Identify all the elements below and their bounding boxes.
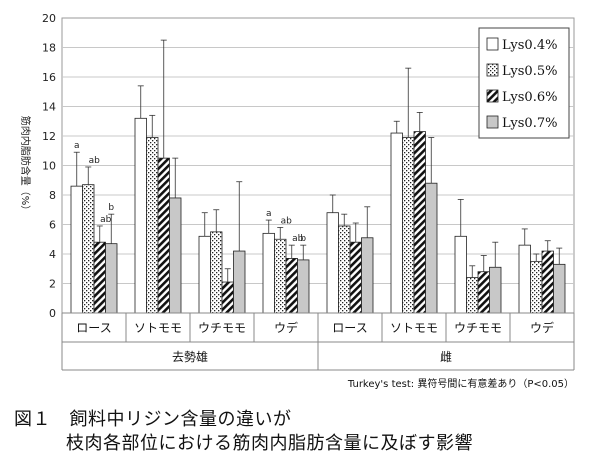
- y-tick-label: 4: [49, 248, 56, 261]
- legend-swatch: [486, 63, 499, 77]
- group-label: 雌: [440, 349, 452, 364]
- significance-label: ab: [100, 215, 112, 225]
- bar: [361, 237, 374, 314]
- bar: [70, 185, 83, 314]
- axes: 0 2 4 6 8 10 12 14 16 18 20 筋肉内脂肪含量（%） ロース ソトモモ ウチモモ ウデ…: [19, 12, 575, 371]
- bar: [221, 281, 234, 314]
- bar: [489, 266, 502, 314]
- y-tick-label: 8: [49, 189, 56, 202]
- bar: [210, 231, 223, 314]
- bar: [157, 157, 170, 314]
- bar: [425, 182, 438, 314]
- significance-label: ab: [292, 234, 304, 244]
- bar: [297, 259, 310, 314]
- legend-entry: Lys0.5%: [502, 64, 557, 79]
- bar: [349, 241, 362, 314]
- legend-swatch: [486, 115, 499, 129]
- bar: [105, 243, 118, 314]
- category-label: ウチモモ: [198, 321, 246, 335]
- bar: [553, 263, 566, 314]
- bar: [134, 117, 147, 314]
- significance-label: a: [74, 141, 80, 151]
- legend-swatch: [486, 89, 499, 103]
- caption-line-2: 枝肉各部位における筋肉内脂肪含量に及ぼす影響: [66, 433, 473, 454]
- y-tick-label: 18: [42, 42, 56, 55]
- category-label: ウチモモ: [454, 321, 502, 335]
- y-tick-label: 6: [49, 219, 56, 232]
- significance-note: Turkey's test: 異符号間に有意差あり（P<0.05）: [347, 379, 574, 390]
- category-label: ウデ: [530, 320, 554, 335]
- bar: [338, 225, 351, 314]
- significance-label: b: [300, 234, 306, 244]
- group-label: 去勢雄: [172, 349, 208, 364]
- bar: [541, 250, 554, 314]
- y-tick-label: 20: [42, 12, 56, 25]
- bar: [233, 250, 246, 314]
- legend-entry: Lys0.7%: [502, 116, 557, 131]
- significance-label: ab: [89, 156, 101, 166]
- y-tick-label: 12: [42, 130, 56, 143]
- bar: [477, 271, 490, 314]
- y-tick-label: 2: [49, 278, 56, 291]
- y-axis-label: 筋肉内脂肪含量（%）: [19, 116, 32, 216]
- legend-entry: Lys0.6%: [502, 90, 557, 105]
- category-label: ロース: [332, 321, 367, 335]
- category-label: ソトモモ: [390, 321, 438, 335]
- bar: [402, 137, 415, 314]
- figure-caption: 図１ 飼料中リジン含量の違いが 枝肉各部位における筋肉内脂肪含量に及ぼす影響: [14, 408, 473, 456]
- bar: [82, 184, 95, 314]
- y-tick-label: 16: [42, 71, 56, 84]
- significance-label: a: [266, 209, 272, 219]
- bar: [169, 197, 182, 314]
- legend: Lys0.4% Lys0.5% Lys0.6% Lys0.7%: [478, 27, 570, 139]
- bar: [530, 260, 543, 314]
- bar: [274, 238, 287, 314]
- category-label: ソトモモ: [134, 321, 182, 335]
- bar: [146, 137, 159, 314]
- bar: [326, 212, 339, 314]
- category-label: ロース: [76, 321, 111, 335]
- legend-entry: Lys0.4%: [502, 38, 557, 53]
- bar: [413, 131, 426, 314]
- bar: [198, 235, 211, 314]
- y-tick-label: 14: [42, 101, 56, 114]
- bar: [518, 244, 531, 314]
- bar: [466, 277, 479, 314]
- bar: [262, 232, 275, 314]
- bar: [454, 235, 467, 314]
- category-label: ウデ: [274, 320, 298, 335]
- y-tick-label: 0: [49, 307, 56, 320]
- significance-label: ab: [281, 216, 293, 226]
- bar: [390, 132, 403, 314]
- bar: [93, 241, 106, 314]
- caption-line-1: 図１ 飼料中リジン含量の違いが: [14, 409, 292, 430]
- bar: [285, 258, 298, 314]
- significance-label: b: [108, 203, 114, 213]
- y-tick-label: 10: [42, 160, 56, 173]
- legend-swatch: [486, 37, 499, 51]
